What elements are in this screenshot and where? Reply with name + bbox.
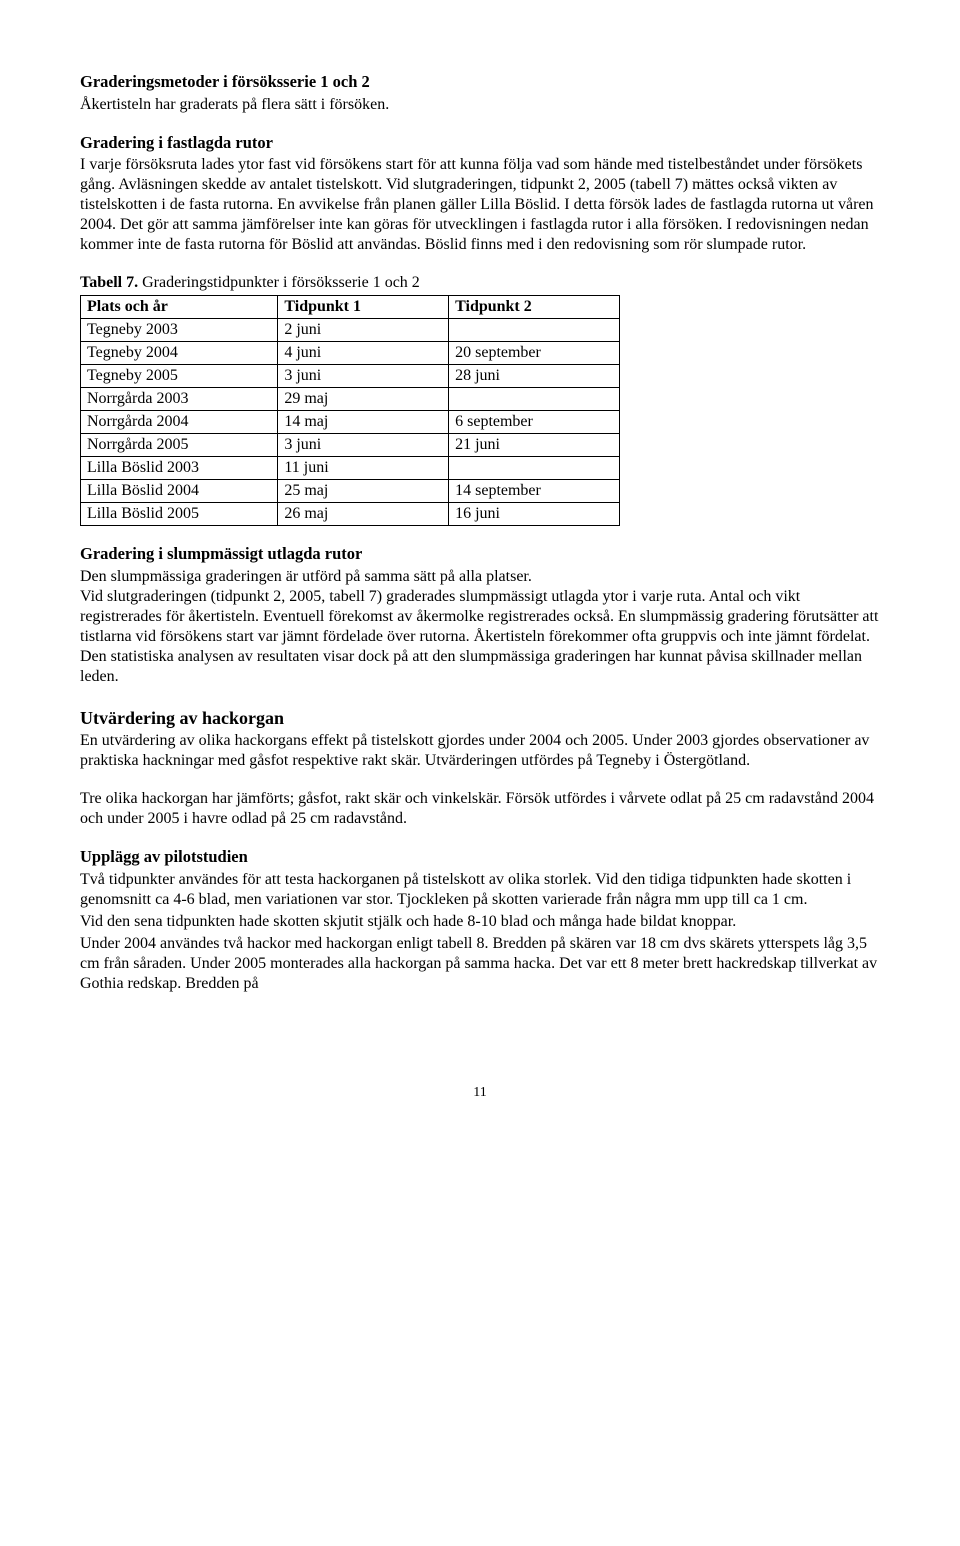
- paragraph-slumpmassiga-rutor: Den slumpmässiga graderingen är utförd p…: [80, 567, 880, 687]
- table-cell: 20 september: [449, 342, 620, 365]
- table-cell: [449, 388, 620, 411]
- paragraph-pilot-1: Två tidpunkter användes för att testa ha…: [80, 870, 880, 910]
- table-row: Tegneby 20032 juni: [81, 319, 620, 342]
- table-header-tidpunkt2: Tidpunkt 2: [449, 296, 620, 319]
- table-header-plats: Plats och år: [81, 296, 278, 319]
- table-caption: Tabell 7. Graderingstidpunkter i försöks…: [80, 273, 880, 293]
- paragraph-utvardering-2: Tre olika hackorgan har jämförts; gåsfot…: [80, 789, 880, 829]
- table-cell: Lilla Böslid 2005: [81, 503, 278, 526]
- table-cell: 28 juni: [449, 365, 620, 388]
- table-cell: Norrgårda 2004: [81, 411, 278, 434]
- heading-slumpmassiga-rutor: Gradering i slumpmässigt utlagda rutor: [80, 544, 880, 565]
- table-cell: [449, 457, 620, 480]
- table-cell: Norrgårda 2003: [81, 388, 278, 411]
- table-cell: [449, 319, 620, 342]
- table-cell: 6 september: [449, 411, 620, 434]
- heading-utvardering-hackorgan: Utvärdering av hackorgan: [80, 707, 880, 730]
- table-cell: Tegneby 2004: [81, 342, 278, 365]
- table-graderingstidpunkter: Plats och år Tidpunkt 1 Tidpunkt 2 Tegne…: [80, 295, 620, 526]
- table-caption-text: Graderingstidpunkter i försöksserie 1 oc…: [138, 274, 420, 291]
- table-header-tidpunkt1: Tidpunkt 1: [278, 296, 449, 319]
- table-cell: Tegneby 2005: [81, 365, 278, 388]
- table-cell: 14 maj: [278, 411, 449, 434]
- table-cell: 26 maj: [278, 503, 449, 526]
- paragraph-utvardering-1: En utvärdering av olika hackorgans effek…: [80, 731, 880, 771]
- table-cell: 11 juni: [278, 457, 449, 480]
- table-cell: Tegneby 2003: [81, 319, 278, 342]
- paragraph-intro: Åkertisteln har graderats på flera sätt …: [80, 95, 880, 115]
- heading-fastlagda-rutor: Gradering i fastlagda rutor: [80, 133, 880, 154]
- paragraph-fastlagda-rutor: I varje försöksruta lades ytor fast vid …: [80, 155, 880, 255]
- table-cell: 29 maj: [278, 388, 449, 411]
- table-row: Tegneby 20044 juni20 september: [81, 342, 620, 365]
- table-row: Lilla Böslid 200526 maj16 juni: [81, 503, 620, 526]
- table-row: Lilla Böslid 200311 juni: [81, 457, 620, 480]
- table-cell: 21 juni: [449, 434, 620, 457]
- table-cell: 3 juni: [278, 365, 449, 388]
- table-cell: Lilla Böslid 2003: [81, 457, 278, 480]
- table-cell: 16 juni: [449, 503, 620, 526]
- table-cell: 14 september: [449, 480, 620, 503]
- table-cell: Lilla Böslid 2004: [81, 480, 278, 503]
- table-row: Lilla Böslid 200425 maj14 september: [81, 480, 620, 503]
- table-cell: 3 juni: [278, 434, 449, 457]
- table-row: Norrgårda 200329 maj: [81, 388, 620, 411]
- paragraph-pilot-2: Vid den sena tidpunkten hade skotten skj…: [80, 912, 880, 932]
- heading-upplagg-pilotstudien: Upplägg av pilotstudien: [80, 847, 880, 868]
- table-row: Norrgårda 200414 maj6 september: [81, 411, 620, 434]
- table-row: Tegneby 20053 juni28 juni: [81, 365, 620, 388]
- paragraph-pilot-3: Under 2004 användes två hackor med hacko…: [80, 934, 880, 994]
- table-cell: 4 juni: [278, 342, 449, 365]
- table-caption-label: Tabell 7.: [80, 274, 138, 291]
- table-header-row: Plats och år Tidpunkt 1 Tidpunkt 2: [81, 296, 620, 319]
- page-number: 11: [80, 1084, 880, 1102]
- table-row: Norrgårda 20053 juni21 juni: [81, 434, 620, 457]
- table-cell: 25 maj: [278, 480, 449, 503]
- heading-graderingsmetoder: Graderingsmetoder i försöksserie 1 och 2: [80, 72, 880, 93]
- table-cell: Norrgårda 2005: [81, 434, 278, 457]
- table-cell: 2 juni: [278, 319, 449, 342]
